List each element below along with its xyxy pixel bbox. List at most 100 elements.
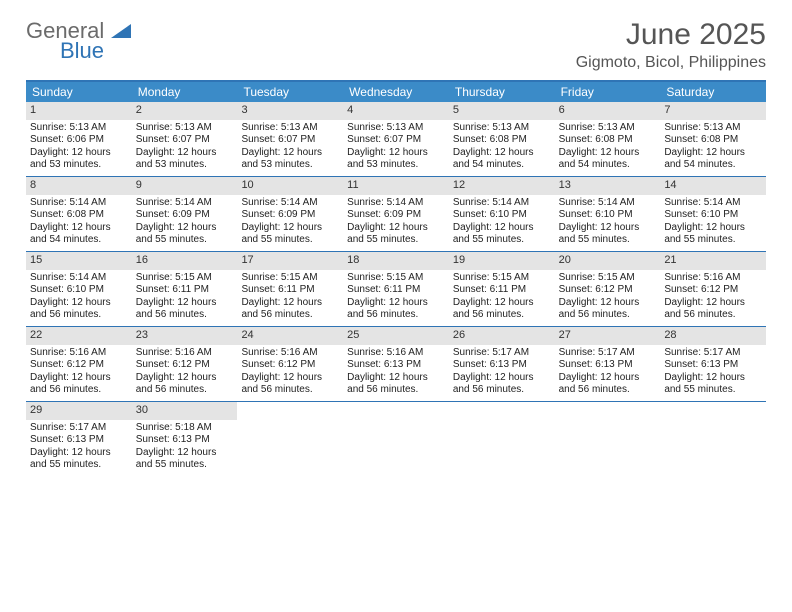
day-cell: 17Sunrise: 5:15 AMSunset: 6:11 PMDayligh… (237, 252, 343, 326)
daylight-line: Daylight: 12 hours and 56 minutes. (664, 297, 762, 322)
day-number: 24 (237, 327, 343, 345)
day-number: 3 (237, 102, 343, 120)
day-number: 16 (132, 252, 238, 270)
daylight-line: Daylight: 12 hours and 56 minutes. (136, 372, 234, 397)
day-number: 28 (660, 327, 766, 345)
calendar-page: General Blue June 2025 Gigmoto, Bicol, P… (0, 0, 792, 494)
sunset-line: Sunset: 6:09 PM (347, 209, 445, 222)
day-number: 25 (343, 327, 449, 345)
week-row: 29Sunrise: 5:17 AMSunset: 6:13 PMDayligh… (26, 402, 766, 476)
sunrise-line: Sunrise: 5:18 AM (136, 422, 234, 435)
sunrise-line: Sunrise: 5:17 AM (664, 347, 762, 360)
header: General Blue June 2025 Gigmoto, Bicol, P… (26, 18, 766, 72)
day-number: 15 (26, 252, 132, 270)
daylight-line: Daylight: 12 hours and 55 minutes. (136, 222, 234, 247)
sunset-line: Sunset: 6:12 PM (136, 359, 234, 372)
day-number: 5 (449, 102, 555, 120)
sunrise-line: Sunrise: 5:15 AM (347, 272, 445, 285)
day-cell: 5Sunrise: 5:13 AMSunset: 6:08 PMDaylight… (449, 102, 555, 176)
sunset-line: Sunset: 6:08 PM (664, 134, 762, 147)
sunset-line: Sunset: 6:13 PM (30, 434, 128, 447)
daylight-line: Daylight: 12 hours and 56 minutes. (30, 297, 128, 322)
daylight-line: Daylight: 12 hours and 56 minutes. (347, 297, 445, 322)
empty-cell (343, 402, 449, 476)
day-cell: 10 Sunrise: 5:14 AMSunset: 6:09 PMDayligh… (237, 177, 343, 251)
day-cell: 12Sunrise: 5:14 AMSunset: 6:10 PMDayligh… (449, 177, 555, 251)
empty-cell (660, 402, 766, 476)
sunset-line: Sunset: 6:08 PM (559, 134, 657, 147)
sunset-line: Sunset: 6:12 PM (559, 284, 657, 297)
day-number: 18 (343, 252, 449, 270)
day-header: Thursday (449, 82, 555, 102)
daylight-line: Daylight: 12 hours and 56 minutes. (453, 372, 551, 397)
day-number: 1 (26, 102, 132, 120)
day-number: 12 (449, 177, 555, 195)
sunrise-line: Sunrise: 5:14 AM (30, 197, 128, 210)
sunset-line: Sunset: 6:13 PM (664, 359, 762, 372)
sunrise-line: Sunrise: 5:13 AM (453, 122, 551, 135)
day-cell: 26Sunrise: 5:17 AMSunset: 6:13 PMDayligh… (449, 327, 555, 401)
daylight-line: Daylight: 12 hours and 56 minutes. (559, 372, 657, 397)
daylight-line: Daylight: 12 hours and 55 minutes. (453, 222, 551, 247)
day-cell: 20Sunrise: 5:15 AMSunset: 6:12 PMDayligh… (555, 252, 661, 326)
daylight-line: Daylight: 12 hours and 56 minutes. (136, 297, 234, 322)
day-cell: 2Sunrise: 5:13 AMSunset: 6:07 PMDaylight… (132, 102, 238, 176)
brand-line2: Blue (60, 38, 104, 64)
day-cell: 28 Sunrise: 5:17 AMSunset: 6:13 PMDayligh… (660, 327, 766, 401)
day-cell: 21Sunrise: 5:16 AMSunset: 6:12 PMDayligh… (660, 252, 766, 326)
day-cell: 24Sunrise: 5:16 AMSunset: 6:12 PMDayligh… (237, 327, 343, 401)
day-number: 10 (237, 177, 343, 195)
sunset-line: Sunset: 6:09 PM (241, 209, 339, 222)
daylight-line: Daylight: 12 hours and 55 minutes. (347, 222, 445, 247)
day-header: Saturday (660, 82, 766, 102)
daylight-line: Daylight: 12 hours and 55 minutes. (241, 222, 339, 247)
sunrise-line: Sunrise: 5:16 AM (664, 272, 762, 285)
sunrise-line: Sunrise: 5:15 AM (453, 272, 551, 285)
day-number: 2 (132, 102, 238, 120)
daylight-line: Daylight: 12 hours and 56 minutes. (347, 372, 445, 397)
daylight-line: Daylight: 12 hours and 53 minutes. (30, 147, 128, 172)
sunset-line: Sunset: 6:08 PM (30, 209, 128, 222)
sunset-line: Sunset: 6:07 PM (136, 134, 234, 147)
sunset-line: Sunset: 6:13 PM (559, 359, 657, 372)
daylight-line: Daylight: 12 hours and 56 minutes. (241, 372, 339, 397)
day-cell: 23Sunrise: 5:16 AMSunset: 6:12 PMDayligh… (132, 327, 238, 401)
sunset-line: Sunset: 6:10 PM (559, 209, 657, 222)
daylight-line: Daylight: 12 hours and 55 minutes. (136, 447, 234, 472)
day-number: 11 (343, 177, 449, 195)
daylight-line: Daylight: 12 hours and 53 minutes. (347, 147, 445, 172)
day-header: Sunday (26, 82, 132, 102)
sunrise-line: Sunrise: 5:13 AM (559, 122, 657, 135)
daylight-line: Daylight: 12 hours and 53 minutes. (241, 147, 339, 172)
weeks-container: 1Sunrise: 5:13 AMSunset: 6:06 PMDaylight… (26, 102, 766, 476)
brand-triangle-icon (111, 24, 131, 43)
sunset-line: Sunset: 6:11 PM (241, 284, 339, 297)
day-number: 19 (449, 252, 555, 270)
sunrise-line: Sunrise: 5:14 AM (241, 197, 339, 210)
sunrise-line: Sunrise: 5:13 AM (136, 122, 234, 135)
day-cell: 15Sunrise: 5:14 AMSunset: 6:10 PMDayligh… (26, 252, 132, 326)
sunset-line: Sunset: 6:12 PM (664, 284, 762, 297)
daylight-line: Daylight: 12 hours and 54 minutes. (559, 147, 657, 172)
daylight-line: Daylight: 12 hours and 56 minutes. (241, 297, 339, 322)
day-cell: 9Sunrise: 5:14 AMSunset: 6:09 PMDaylight… (132, 177, 238, 251)
empty-cell (555, 402, 661, 476)
day-number: 4 (343, 102, 449, 120)
day-number: 20 (555, 252, 661, 270)
day-cell: 25Sunrise: 5:16 AMSunset: 6:13 PMDayligh… (343, 327, 449, 401)
day-cell: 13Sunrise: 5:14 AMSunset: 6:10 PMDayligh… (555, 177, 661, 251)
sunrise-line: Sunrise: 5:16 AM (30, 347, 128, 360)
sunrise-line: Sunrise: 5:17 AM (559, 347, 657, 360)
sunrise-line: Sunrise: 5:14 AM (347, 197, 445, 210)
day-cell: 7Sunrise: 5:13 AMSunset: 6:08 PMDaylight… (660, 102, 766, 176)
sunrise-line: Sunrise: 5:13 AM (664, 122, 762, 135)
day-number: 23 (132, 327, 238, 345)
day-header: Wednesday (343, 82, 449, 102)
sunset-line: Sunset: 6:08 PM (453, 134, 551, 147)
daylight-line: Daylight: 12 hours and 56 minutes. (453, 297, 551, 322)
sunrise-line: Sunrise: 5:14 AM (453, 197, 551, 210)
day-cell: 6Sunrise: 5:13 AMSunset: 6:08 PMDaylight… (555, 102, 661, 176)
day-cell: 19Sunrise: 5:15 AMSunset: 6:11 PMDayligh… (449, 252, 555, 326)
daylight-line: Daylight: 12 hours and 55 minutes. (664, 372, 762, 397)
brand-logo: General Blue (26, 18, 146, 62)
